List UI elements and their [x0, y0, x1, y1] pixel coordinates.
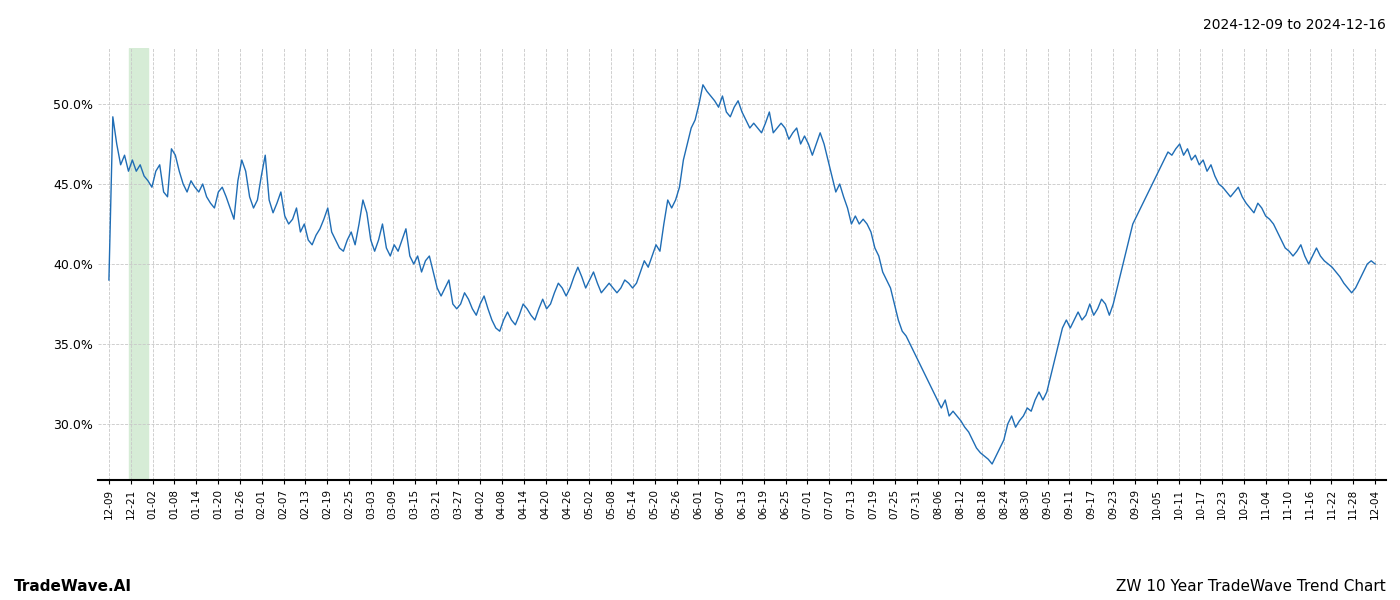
Text: 2024-12-09 to 2024-12-16: 2024-12-09 to 2024-12-16 [1203, 18, 1386, 32]
Text: TradeWave.AI: TradeWave.AI [14, 579, 132, 594]
Bar [129, 48, 148, 480]
Text: ZW 10 Year TradeWave Trend Chart: ZW 10 Year TradeWave Trend Chart [1116, 579, 1386, 594]
